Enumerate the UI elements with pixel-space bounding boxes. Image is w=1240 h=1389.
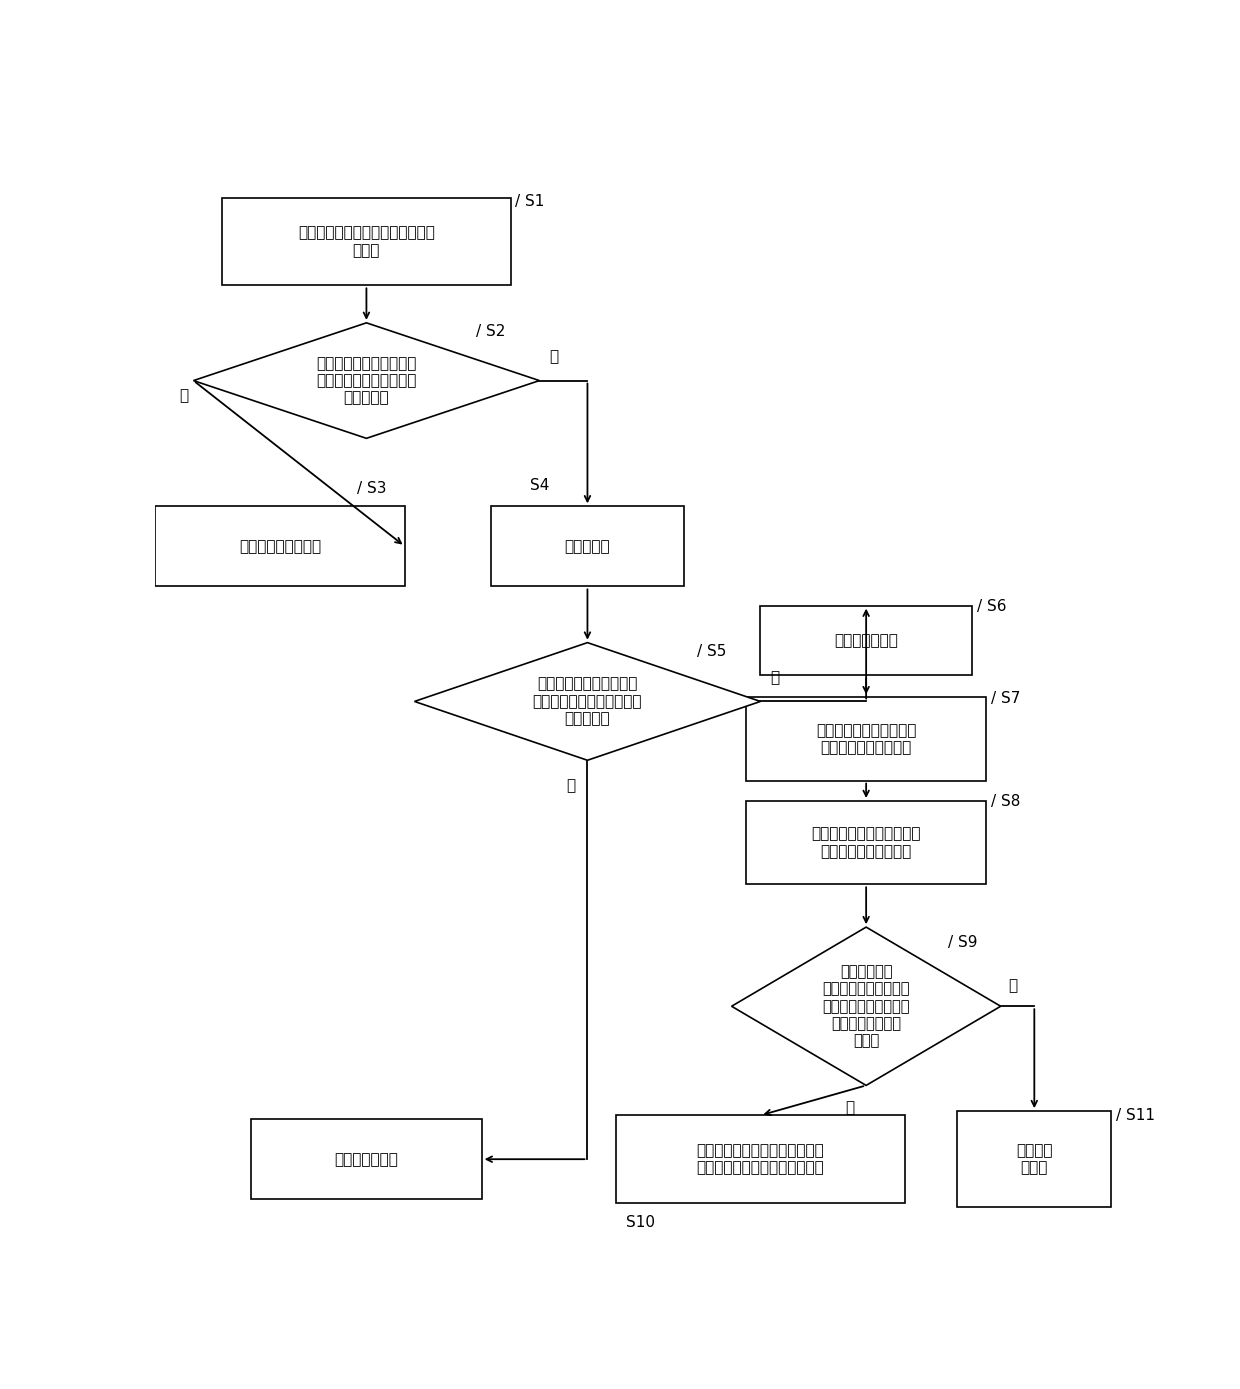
Text: 停止本次预充电: 停止本次预充电 [835,633,898,649]
FancyBboxPatch shape [155,506,404,586]
FancyBboxPatch shape [491,506,683,586]
Polygon shape [414,643,760,760]
Text: S10: S10 [626,1214,655,1229]
Polygon shape [732,926,1001,1085]
Text: 判断所述预测温度值是否
超过预先设定的预充电阻
的温度阈值: 判断所述预测温度值是否 超过预先设定的预充电阻 的温度阈值 [316,356,417,406]
Text: / S5: / S5 [697,644,727,660]
FancyBboxPatch shape [760,606,972,675]
Text: 判断所述下次
预充电完成后所述预充
电阻的预测温度值是否
超过所述预设的温
度阈值: 判断所述下次 预充电完成后所述预充 电阻的预测温度值是否 超过所述预设的温 度阈… [822,964,910,1049]
Text: 否: 否 [1008,978,1018,993]
FancyBboxPatch shape [957,1111,1111,1207]
Text: 预测下次预充电完成后所述
预充电阻的预测温度值: 预测下次预充电完成后所述 预充电阻的预测温度值 [811,826,921,858]
Text: 否: 否 [770,671,779,685]
Text: / S9: / S9 [947,935,977,950]
Text: / S2: / S2 [476,324,506,339]
Polygon shape [193,322,539,439]
Text: / S8: / S8 [991,795,1021,810]
Text: 是: 是 [844,1100,854,1115]
Text: / S7: / S7 [991,690,1021,706]
Text: / S11: / S11 [1116,1107,1154,1122]
FancyBboxPatch shape [616,1115,905,1203]
Text: 预测预充电完成后预充电阻的预测
温度值: 预测预充电完成后预充电阻的预测 温度值 [298,225,435,258]
Text: 开始预充电: 开始预充电 [564,539,610,554]
Text: / S3: / S3 [357,482,387,496]
FancyBboxPatch shape [746,801,986,885]
Text: / S1: / S1 [516,194,544,210]
Text: 是: 是 [567,778,575,793]
Text: 禁止开始本次预充电: 禁止开始本次预充电 [239,539,321,554]
FancyBboxPatch shape [746,697,986,781]
Text: 继续本次预充电: 继续本次预充电 [335,1151,398,1167]
Text: 是: 是 [180,388,188,403]
Text: S4: S4 [529,478,549,493]
Text: 获得所述预充电阻在所述
停止时刻的实际温度值: 获得所述预充电阻在所述 停止时刻的实际温度值 [816,722,916,756]
Text: 开始下次
预充电: 开始下次 预充电 [1016,1143,1053,1175]
Text: 否: 否 [549,350,558,364]
FancyBboxPatch shape [222,197,511,285]
Text: 延时后，再次进行预充电温度预
测，判断能否开始下次预充电。: 延时后，再次进行预充电温度预 测，判断能否开始下次预充电。 [697,1143,825,1175]
Text: / S6: / S6 [977,599,1006,614]
FancyBboxPatch shape [250,1120,481,1199]
Text: 实时监测当前预充电电压
值是否符合预先标定的预充
电电压曲线: 实时监测当前预充电电压 值是否符合预先标定的预充 电电压曲线 [533,676,642,726]
